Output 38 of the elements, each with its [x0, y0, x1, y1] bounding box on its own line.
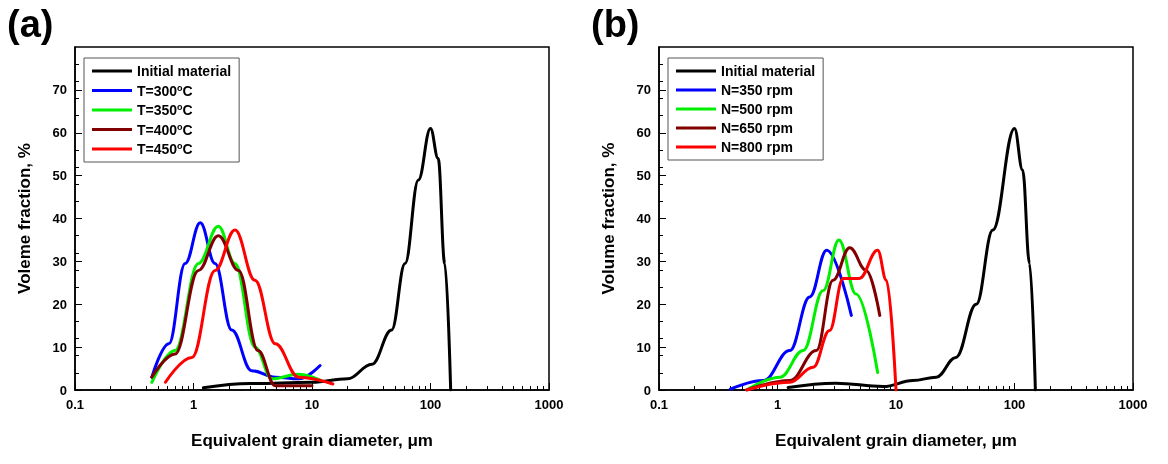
x-axis-title: Equivalent grain diameter, μm	[775, 431, 1017, 450]
legend-label: N=800 rpm	[721, 139, 793, 155]
x-tick-label: 100	[1003, 397, 1026, 412]
chart-title: (b)	[591, 3, 640, 45]
y-tick-label: 40	[52, 211, 67, 226]
x-tick-label: 10	[888, 397, 904, 412]
y-tick-label: 50	[636, 168, 651, 184]
y-tick-label: 10	[636, 339, 651, 355]
legend-label: N=350 rpm	[721, 82, 793, 98]
y-tick-label: 50	[52, 168, 67, 184]
legend-label: N=650 rpm	[721, 120, 793, 136]
y-tick-label: 40	[636, 211, 651, 226]
x-tick-label: 1	[189, 397, 198, 412]
y-tick-label: 60	[52, 125, 67, 141]
y-tick-label: 10	[52, 339, 67, 355]
y-tick-label: 0	[643, 382, 651, 398]
y-tick-label: 30	[636, 253, 651, 269]
chart-title: (a)	[7, 3, 54, 45]
y-tick-label: 30	[52, 253, 67, 269]
x-tick-label: 10	[304, 397, 320, 412]
y-tick-label: 70	[636, 82, 651, 98]
y-tick-label: 60	[636, 125, 651, 141]
x-tick-label: 1000	[534, 397, 564, 412]
y-tick-label: 20	[52, 296, 67, 312]
legend-label: N=500 rpm	[721, 101, 793, 117]
x-tick-label: 0.1	[65, 397, 85, 412]
legend-label: Initial material	[137, 63, 232, 79]
y-tick-label: 70	[52, 82, 67, 98]
legend-label: Initial material	[721, 63, 816, 79]
x-tick-label: 1	[773, 397, 782, 412]
x-axis-title: Equivalent grain diameter, μm	[191, 431, 433, 450]
y-axis-title: Volume fraction, %	[599, 142, 618, 295]
x-tick-label: 0.1	[649, 397, 669, 412]
y-axis-title: Voleme fraction, %	[15, 143, 34, 294]
x-tick-label: 1000	[1118, 397, 1148, 412]
y-tick-label: 0	[59, 382, 67, 398]
y-tick-label: 20	[636, 296, 651, 312]
x-tick-label: 100	[419, 397, 442, 412]
